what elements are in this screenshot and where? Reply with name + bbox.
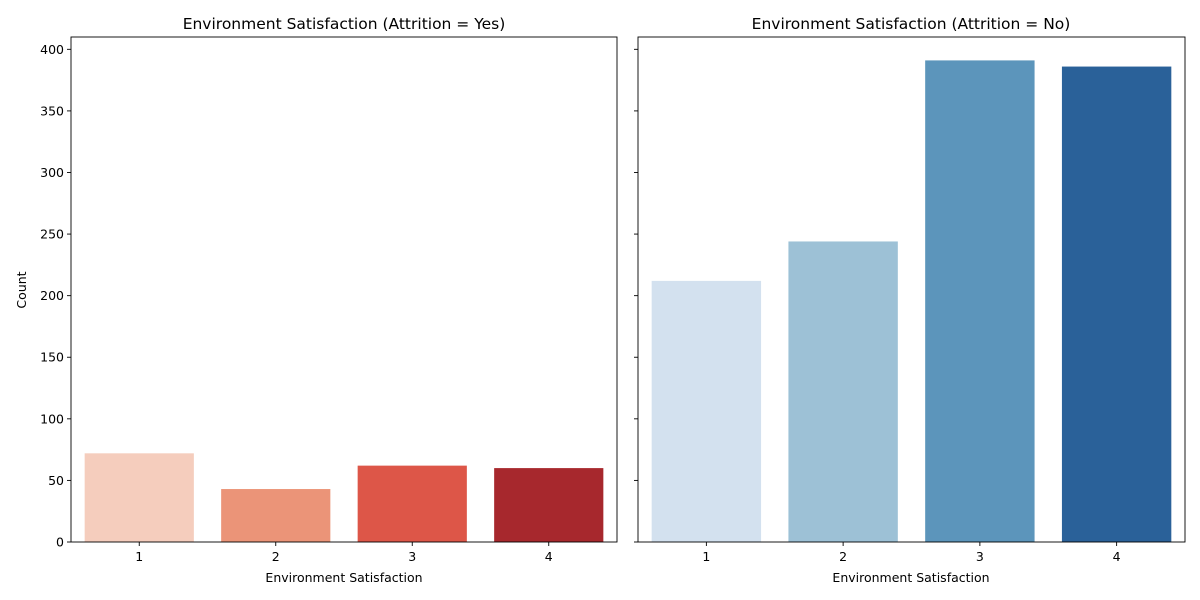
left-chart-title: Environment Satisfaction (Attrition = Ye… xyxy=(183,15,506,33)
left-y-tick-label: 250 xyxy=(40,227,64,242)
right-bar-3 xyxy=(925,60,1035,543)
left-bar-3 xyxy=(357,465,467,542)
left-axes-frame xyxy=(70,36,618,543)
left-y-axis-label: Count xyxy=(14,271,29,308)
left-bar-1 xyxy=(84,453,194,542)
left-x-tick-label: 3 xyxy=(408,549,416,564)
left-bar-4 xyxy=(494,468,604,542)
right-axes-frame xyxy=(637,36,1186,543)
chart-right: Environment Satisfaction (Attrition = No… xyxy=(634,15,1186,585)
left-x-axis-label: Environment Satisfaction xyxy=(265,570,422,585)
left-x-tick-label: 2 xyxy=(272,549,280,564)
right-bar-4 xyxy=(1061,66,1172,542)
left-y-tick-label: 350 xyxy=(40,103,64,118)
left-x-tick-label: 4 xyxy=(545,549,553,564)
left-y-tick-label: 50 xyxy=(48,473,64,488)
right-x-tick-label: 4 xyxy=(1113,549,1121,564)
right-bar-2 xyxy=(788,241,898,542)
right-x-tick-label: 2 xyxy=(839,549,847,564)
chart-left: Environment Satisfaction (Attrition = Ye… xyxy=(14,15,618,585)
left-y-tick-label: 150 xyxy=(40,350,64,365)
left-y-tick-label: 200 xyxy=(40,288,64,303)
right-bar-1 xyxy=(651,280,762,542)
left-y-tick-label: 100 xyxy=(40,411,64,426)
left-y-tick-label: 300 xyxy=(40,165,64,180)
right-x-axis-label: Environment Satisfaction xyxy=(832,570,989,585)
right-x-tick-label: 1 xyxy=(702,549,710,564)
left-y-tick-label: 400 xyxy=(40,42,64,57)
left-x-tick-label: 1 xyxy=(135,549,143,564)
left-y-tick-label: 0 xyxy=(56,535,64,550)
right-chart-title: Environment Satisfaction (Attrition = No… xyxy=(752,15,1071,33)
right-x-tick-label: 3 xyxy=(976,549,984,564)
left-bar-2 xyxy=(221,489,331,542)
